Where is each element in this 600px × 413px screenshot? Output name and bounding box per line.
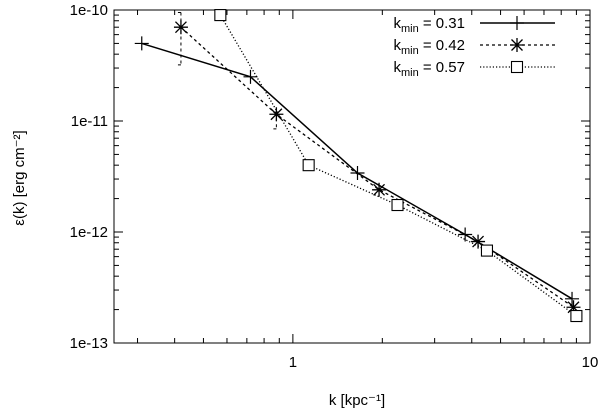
point-marker xyxy=(570,309,583,323)
series-line xyxy=(180,26,574,308)
point-marker xyxy=(565,291,580,306)
x-axis-label: k [kpc⁻¹] xyxy=(329,392,385,409)
y-tick-label: 1e-13 xyxy=(70,335,108,352)
point-marker xyxy=(510,60,524,74)
axes: 1e-13 1e-12 1e-11 1e-10 1 10 xyxy=(70,2,599,371)
point-marker xyxy=(458,227,473,242)
point-marker xyxy=(372,182,387,197)
point-marker xyxy=(214,9,227,22)
series-line xyxy=(141,42,573,300)
legend-label: kmin = 0.42 xyxy=(393,37,465,57)
series-layer xyxy=(134,9,583,323)
point-marker xyxy=(480,244,494,257)
series-line xyxy=(219,14,577,317)
series-3 xyxy=(214,9,583,323)
legend-label: kmin = 0.57 xyxy=(393,59,465,79)
point-marker xyxy=(302,159,315,172)
point-marker xyxy=(350,166,365,181)
point-marker xyxy=(173,20,188,35)
point-marker xyxy=(391,198,404,212)
point-marker xyxy=(134,36,149,51)
y-tick-label: 1e-12 xyxy=(70,224,108,241)
y-axis-label: ε(k) [erg cm⁻²] xyxy=(11,130,28,225)
point-marker xyxy=(269,107,284,122)
point-marker xyxy=(510,38,524,52)
series-1 xyxy=(134,36,580,306)
y-tick-label: 1e-10 xyxy=(70,2,108,19)
point-marker xyxy=(566,300,581,315)
series-2 xyxy=(173,11,581,315)
legend-label: kmin = 0.31 xyxy=(393,15,465,35)
y-tick-label: 1e-11 xyxy=(71,113,108,130)
point-marker xyxy=(510,16,524,30)
point-marker xyxy=(471,234,486,249)
plot-frame xyxy=(113,9,591,344)
x-tick-label: 10 xyxy=(582,354,599,371)
point-marker xyxy=(243,69,258,84)
x-tick-label: 1 xyxy=(289,354,297,371)
